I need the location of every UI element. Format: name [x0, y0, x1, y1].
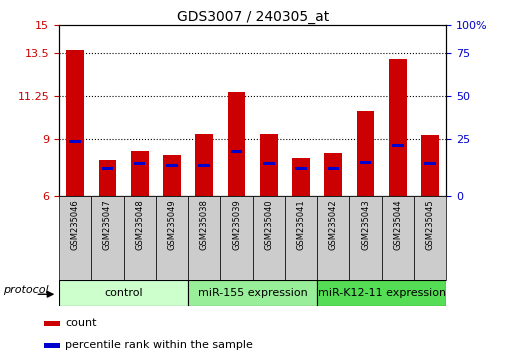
Bar — [134, 162, 146, 165]
Title: GDS3007 / 240305_at: GDS3007 / 240305_at — [176, 10, 329, 24]
Bar — [199, 164, 210, 167]
Bar — [44, 321, 61, 326]
FancyBboxPatch shape — [382, 196, 414, 280]
FancyBboxPatch shape — [188, 196, 221, 280]
FancyBboxPatch shape — [317, 280, 446, 306]
FancyBboxPatch shape — [285, 196, 317, 280]
Bar — [263, 162, 274, 165]
Text: percentile rank within the sample: percentile rank within the sample — [65, 341, 253, 350]
Text: GSM235045: GSM235045 — [426, 199, 435, 250]
Text: miR-155 expression: miR-155 expression — [198, 288, 307, 298]
Text: GSM235038: GSM235038 — [200, 199, 209, 250]
Text: miR-K12-11 expression: miR-K12-11 expression — [318, 288, 446, 298]
Bar — [44, 343, 61, 348]
Bar — [231, 149, 242, 153]
Bar — [392, 144, 404, 147]
FancyBboxPatch shape — [59, 196, 91, 280]
Bar — [389, 59, 407, 196]
Text: GSM235048: GSM235048 — [135, 199, 144, 250]
Bar — [69, 140, 81, 143]
FancyBboxPatch shape — [59, 280, 188, 306]
Bar — [295, 167, 307, 170]
Text: GSM235044: GSM235044 — [393, 199, 402, 250]
FancyBboxPatch shape — [221, 196, 252, 280]
Bar — [98, 160, 116, 196]
Bar — [360, 161, 371, 164]
Text: GSM235046: GSM235046 — [71, 199, 80, 250]
Text: GSM235049: GSM235049 — [167, 199, 176, 250]
Bar — [292, 158, 310, 196]
Text: GSM235043: GSM235043 — [361, 199, 370, 250]
FancyBboxPatch shape — [317, 196, 349, 280]
Bar — [328, 167, 339, 170]
Text: GSM235039: GSM235039 — [232, 199, 241, 250]
Bar — [131, 151, 149, 196]
Bar — [324, 153, 342, 196]
FancyBboxPatch shape — [188, 280, 317, 306]
Bar — [424, 162, 436, 165]
FancyBboxPatch shape — [414, 196, 446, 280]
FancyBboxPatch shape — [156, 196, 188, 280]
FancyBboxPatch shape — [91, 196, 124, 280]
Bar — [260, 133, 278, 196]
FancyBboxPatch shape — [349, 196, 382, 280]
FancyBboxPatch shape — [124, 196, 156, 280]
Bar — [166, 164, 177, 167]
Text: protocol: protocol — [3, 285, 49, 295]
Bar — [163, 154, 181, 196]
Text: GSM235042: GSM235042 — [329, 199, 338, 250]
Text: control: control — [104, 288, 143, 298]
Bar — [421, 136, 439, 196]
Bar — [195, 133, 213, 196]
Bar — [66, 50, 84, 196]
Bar — [102, 167, 113, 170]
FancyBboxPatch shape — [252, 196, 285, 280]
Text: count: count — [65, 318, 96, 329]
Text: GSM235047: GSM235047 — [103, 199, 112, 250]
Bar — [228, 92, 245, 196]
Text: GSM235040: GSM235040 — [264, 199, 273, 250]
Bar — [357, 110, 374, 196]
Text: GSM235041: GSM235041 — [297, 199, 306, 250]
